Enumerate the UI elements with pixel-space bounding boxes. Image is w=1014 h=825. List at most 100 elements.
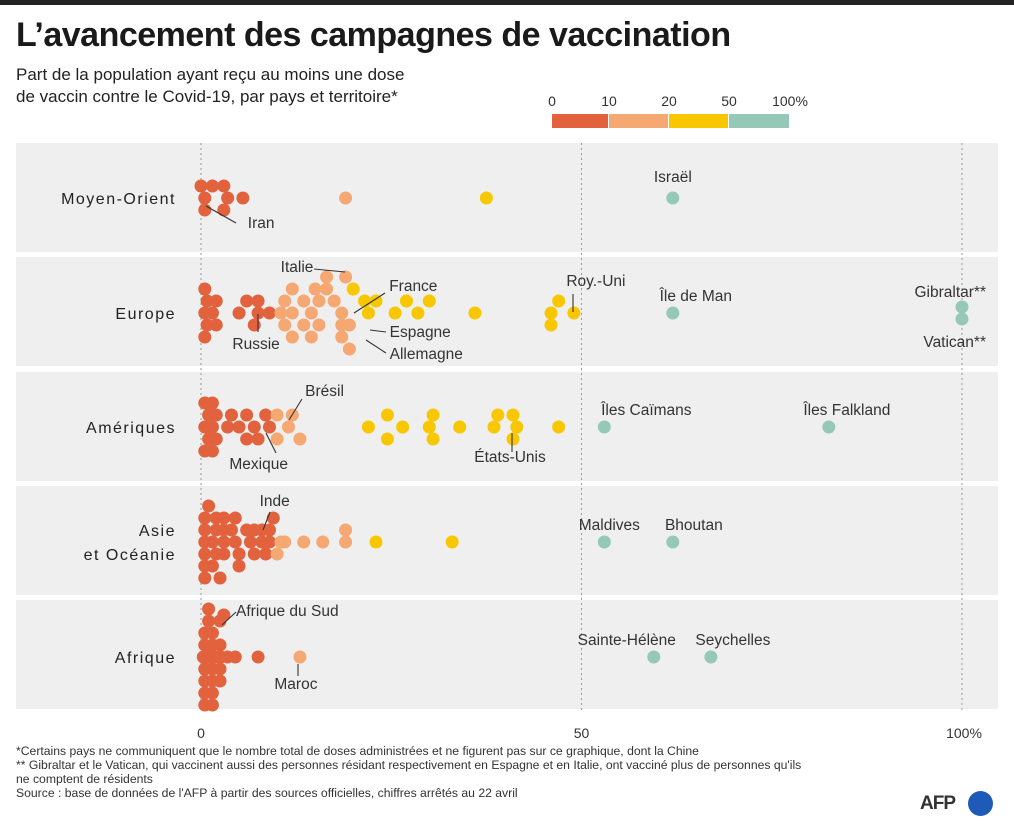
region-name-label: Moyen-Orient (61, 191, 176, 208)
country-label: Inde (260, 493, 290, 510)
country-label: Allemagne (390, 346, 463, 363)
data-point (213, 571, 227, 585)
data-point (240, 294, 254, 308)
data-point (236, 191, 250, 205)
legend-color-bin (552, 114, 608, 128)
footnote-gibraltar-vatican: ** Gibraltar et le Vatican, qui vaccinen… (16, 758, 802, 772)
data-point (479, 191, 493, 205)
data-point (202, 614, 216, 628)
data-point (259, 408, 273, 422)
data-point (506, 432, 520, 446)
data-point (453, 420, 467, 434)
data-point (251, 294, 265, 308)
subtitle-line-1: Part de la population ayant reçu au moin… (16, 65, 405, 84)
afp-logo: AFP (920, 790, 1000, 818)
data-point (251, 650, 265, 664)
country-label: Vatican** (923, 334, 986, 351)
data-point (205, 396, 219, 410)
data-point (506, 408, 520, 422)
data-point (304, 306, 318, 320)
data-point (270, 547, 284, 561)
country-label: France (389, 278, 437, 295)
data-point (487, 420, 501, 434)
data-point (339, 270, 353, 284)
data-point (205, 179, 219, 193)
data-point (339, 535, 353, 549)
data-point (822, 420, 836, 434)
data-point (198, 203, 212, 217)
data-point (335, 330, 349, 344)
data-point (202, 602, 216, 616)
data-point (228, 650, 242, 664)
region-name-label: Europe (115, 306, 176, 323)
data-point (198, 547, 212, 561)
data-point (399, 294, 413, 308)
country-label: Seychelles (695, 632, 770, 649)
region-band (16, 600, 998, 709)
data-point (285, 282, 299, 296)
footnote-source: Source : base de données de l'AFP à part… (16, 786, 518, 800)
data-point (445, 535, 459, 549)
legend-threshold-label: 0 (548, 93, 556, 109)
data-point (262, 535, 276, 549)
x-tick-label: 0 (197, 725, 205, 741)
region-band (16, 143, 998, 252)
country-label: Espagne (390, 324, 451, 341)
data-point (396, 420, 410, 434)
data-point (209, 294, 223, 308)
data-point (228, 535, 242, 549)
data-point (259, 547, 273, 561)
label-leader-line (365, 339, 387, 354)
data-point (388, 306, 402, 320)
data-point (262, 420, 276, 434)
data-point (361, 306, 375, 320)
country-label: Gibraltar** (915, 284, 987, 301)
data-point (597, 420, 611, 434)
data-point (510, 420, 524, 434)
data-point (312, 294, 326, 308)
data-point (666, 306, 680, 320)
data-point (209, 432, 223, 446)
data-point (270, 432, 284, 446)
data-point (224, 408, 238, 422)
data-point (342, 342, 356, 356)
data-point (205, 420, 219, 434)
country-label: Italie (281, 259, 314, 276)
afp-logo-text: AFP (920, 793, 956, 814)
data-point (955, 312, 969, 326)
data-point (468, 306, 482, 320)
data-point (335, 306, 349, 320)
subtitle-line-2: de vaccin contre le Covid-19, par pays e… (16, 87, 398, 106)
data-point (308, 282, 322, 296)
data-point (278, 294, 292, 308)
data-point (232, 547, 246, 561)
data-point (200, 294, 214, 308)
data-point (544, 318, 558, 332)
data-point (240, 408, 254, 422)
label-leader-line (265, 432, 277, 454)
data-point (361, 420, 375, 434)
data-point (544, 306, 558, 320)
region-name-label: et Océanie (84, 547, 176, 564)
data-point (205, 535, 219, 549)
data-point (285, 306, 299, 320)
data-point (320, 282, 334, 296)
legend-color-bin (669, 114, 728, 128)
subtitle: Part de la population ayant reçu au moin… (16, 64, 496, 108)
country-label: Maroc (274, 676, 317, 693)
data-point (369, 294, 383, 308)
data-point (198, 523, 212, 537)
data-point (955, 300, 969, 314)
data-point (205, 444, 219, 458)
data-point (411, 306, 425, 320)
data-point (217, 535, 231, 549)
data-point (369, 535, 383, 549)
data-point (221, 191, 235, 205)
data-point (209, 408, 223, 422)
country-label: Bhoutan (665, 517, 723, 534)
country-label: Iran (248, 215, 275, 232)
data-point (567, 306, 581, 320)
data-point (213, 674, 227, 688)
data-point (339, 191, 353, 205)
label-leader-line (353, 292, 386, 314)
